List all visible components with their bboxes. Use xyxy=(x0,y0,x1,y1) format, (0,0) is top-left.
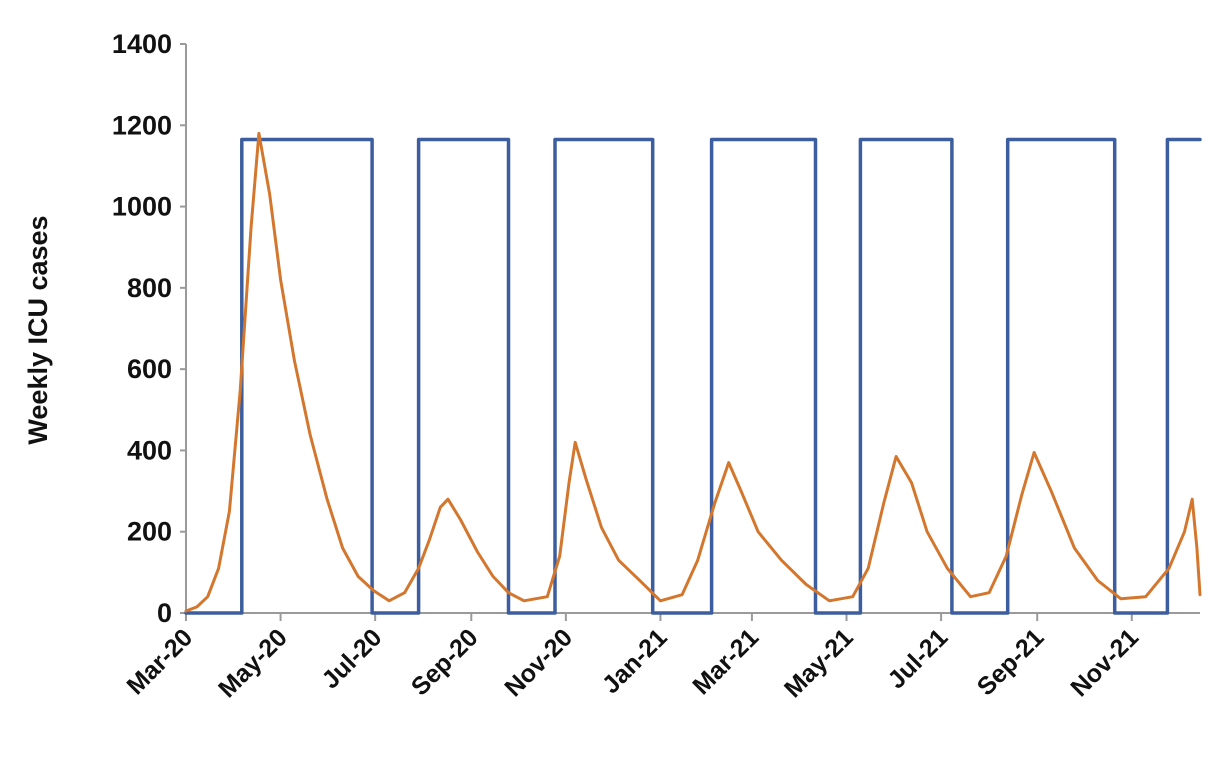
y-tick-label: 800 xyxy=(127,273,172,303)
y-tick-label: 1000 xyxy=(112,192,172,222)
x-tick-label: Mar-20 xyxy=(121,623,198,700)
x-tick-label: May-21 xyxy=(779,623,859,703)
x-tick-label: Jan-21 xyxy=(597,623,673,699)
x-tick-label: Nov-21 xyxy=(1065,623,1144,702)
x-tick-label: Jul-20 xyxy=(317,623,388,694)
x-tick-label: Sep-21 xyxy=(972,623,1050,701)
series-line-2 xyxy=(184,131,1202,613)
y-tick-label: 1200 xyxy=(112,110,172,140)
x-tick-label: Mar-21 xyxy=(687,623,764,700)
x-tick-label: May-20 xyxy=(213,623,293,703)
y-tick-label: 0 xyxy=(157,598,172,628)
x-tick-label: Sep-20 xyxy=(406,623,484,701)
plot-area xyxy=(184,131,1202,615)
y-tick-label: 400 xyxy=(127,435,172,465)
y-axis-title: Weekly ICU cases xyxy=(23,215,53,444)
x-tick-label: Nov-20 xyxy=(499,623,578,702)
y-axis: 0 200 400 600 800 1000 1200 1400 xyxy=(112,29,187,628)
series-line-1 xyxy=(184,137,1202,615)
y-tick-label: 1400 xyxy=(112,29,172,59)
y-tick-label: 600 xyxy=(127,354,172,384)
x-tick-label: Jul-21 xyxy=(882,623,953,694)
y-tick-label: 200 xyxy=(127,517,172,547)
x-axis: Mar-20 May-20 Jul-20 Sep-20 Nov-20 Jan-21 Mar-… xyxy=(121,612,1200,703)
